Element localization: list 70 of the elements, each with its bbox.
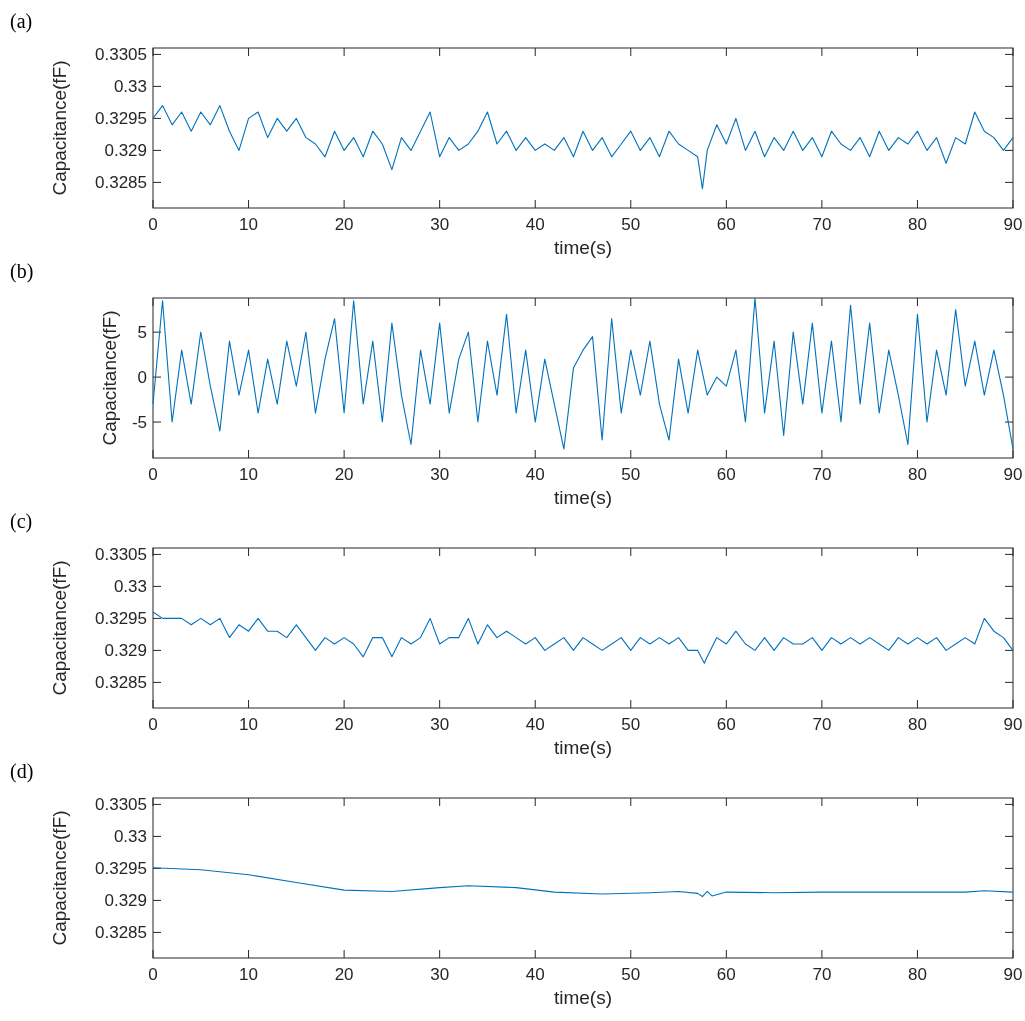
x-tick-label: 90	[1003, 215, 1023, 234]
y-tick-label: 0.3295	[95, 859, 147, 879]
y-tick-label: 0.329	[104, 891, 147, 911]
x-tick-label: 50	[621, 715, 641, 734]
x-tick-label: 80	[907, 965, 927, 984]
y-tick-label: -5	[131, 413, 147, 433]
x-tick-label: 30	[430, 465, 450, 484]
x-tick-label: 30	[430, 215, 450, 234]
x-tick-label: 90	[1003, 715, 1023, 734]
y-tick-label: 0.329	[104, 641, 147, 661]
y-tick-label: 0.3295	[95, 109, 147, 129]
y-tick-label: 0.33	[113, 77, 147, 97]
x-tick-label: 50	[621, 965, 641, 984]
chart-title: (c)	[10, 510, 33, 533]
x-tick-label: 60	[716, 465, 736, 484]
x-tick-label: 10	[239, 715, 259, 734]
x-tick-label: 20	[334, 715, 354, 734]
y-tick-label: 0.329	[104, 141, 147, 161]
x-tick-label: 20	[334, 965, 354, 984]
x-axis-title: time(s)	[553, 987, 613, 1008]
x-axis-title: time(s)	[553, 487, 613, 508]
chart-title: (d)	[10, 760, 34, 783]
x-tick-label: 50	[621, 215, 641, 234]
line-series	[152, 867, 1014, 898]
line-series	[152, 611, 1014, 664]
x-tick-label: 50	[621, 465, 641, 484]
x-tick-label: 70	[812, 465, 832, 484]
x-tick-label: 80	[907, 715, 927, 734]
x-tick-label: 30	[430, 715, 450, 734]
y-tick-label: 0.3305	[95, 545, 147, 565]
x-tick-label: 40	[525, 215, 545, 234]
y-tick-label: 5	[137, 323, 147, 343]
y-axis-title: Capacitance(fF)	[49, 810, 70, 946]
y-tick-label: 0.33	[113, 827, 147, 847]
x-tick-label: 10	[239, 465, 259, 484]
y-tick-label: 0.3295	[95, 609, 147, 629]
y-tick-label: 0.3305	[95, 795, 147, 815]
y-tick-label: 0.3305	[95, 45, 147, 65]
x-tick-label: 40	[525, 965, 545, 984]
x-tick-label: 30	[430, 965, 450, 984]
x-axis-title: time(s)	[553, 237, 613, 258]
y-axis-title: Capacitance(fF)	[99, 310, 120, 446]
x-tick-label: 60	[716, 965, 736, 984]
x-tick-label: 90	[1003, 465, 1023, 484]
line-series	[152, 297, 1014, 450]
x-tick-label: 80	[907, 215, 927, 234]
x-tick-label: 40	[525, 465, 545, 484]
x-axis-title: time(s)	[553, 737, 613, 758]
y-tick-label: 0.3285	[95, 173, 147, 193]
x-tick-label: 70	[812, 965, 832, 984]
x-tick-label: 40	[525, 715, 545, 734]
chart-title: (a)	[10, 10, 33, 33]
x-tick-label: 90	[1003, 965, 1023, 984]
x-tick-label: 70	[812, 715, 832, 734]
line-series	[152, 105, 1014, 190]
x-tick-label: 10	[239, 965, 259, 984]
x-tick-label: 20	[334, 465, 354, 484]
x-tick-label: 80	[907, 465, 927, 484]
y-tick-label: 0.3285	[95, 923, 147, 943]
y-axis-title: Capacitance(fF)	[49, 560, 70, 696]
x-tick-label: 60	[716, 215, 736, 234]
y-tick-label: 0.3285	[95, 673, 147, 693]
x-tick-label: 70	[812, 215, 832, 234]
x-tick-label: 20	[334, 215, 354, 234]
chart-title: (b)	[10, 260, 34, 283]
x-tick-label: 10	[239, 215, 259, 234]
y-axis-title: Capacitance(fF)	[49, 60, 70, 196]
y-tick-label: 0.33	[113, 577, 147, 597]
y-tick-label: 0	[137, 368, 147, 388]
x-tick-label: 60	[716, 715, 736, 734]
